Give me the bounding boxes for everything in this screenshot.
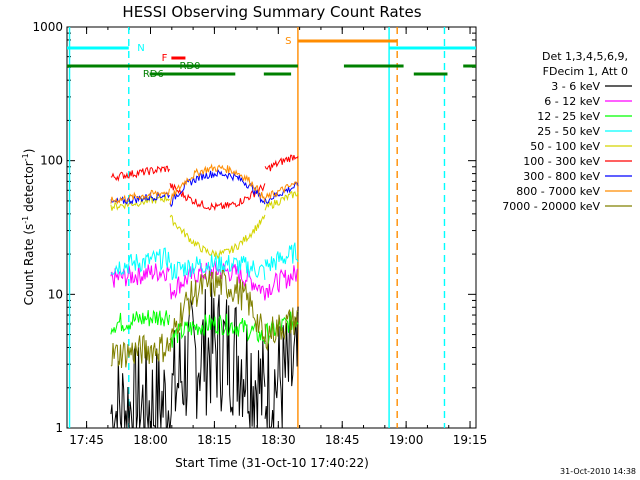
series-line	[110, 190, 299, 260]
legend-label: 6 - 12 keV	[544, 95, 600, 108]
legend-label: 800 - 7000 keV	[516, 185, 600, 198]
y-tick-label: 100	[40, 154, 63, 168]
flag-label-f: F	[162, 53, 168, 64]
legend-label: 300 - 800 keV	[523, 170, 600, 183]
series-line	[110, 168, 299, 208]
x-tick-label: 18:30	[261, 433, 296, 447]
legend-header-2: FDecim 1, Att 0	[543, 65, 628, 78]
legend-label: 100 - 300 keV	[523, 155, 600, 168]
y-tick-labels: 1 10 100 1000	[32, 20, 63, 435]
y-tick-label: 1000	[32, 20, 63, 34]
x-tick-label: 18:15	[197, 433, 232, 447]
x-tick-label: 18:45	[325, 433, 360, 447]
legend-header-1: Det 1,3,4,5,6,9,	[542, 50, 628, 63]
timestamp: 31-Oct-2010 14:38	[560, 467, 636, 476]
series-line	[110, 154, 299, 212]
plot-frame	[66, 26, 477, 429]
x-tick-label: 19:00	[389, 433, 424, 447]
flag-label-n: N	[137, 43, 144, 54]
x-tick-label: 17:45	[69, 433, 104, 447]
legend: Det 1,3,4,5,6,9, FDecim 1, Att 0 3 - 6 k…	[502, 50, 632, 213]
series-lines	[110, 154, 299, 429]
y-tick-label: 1	[55, 421, 63, 435]
x-tick-labels: 17:45 18:00 18:15 18:30 18:45 19:00 19:15	[69, 433, 487, 447]
flag-label-rd6: RD6	[143, 69, 164, 80]
legend-label: 3 - 6 keV	[551, 80, 600, 93]
x-tick-label: 18:00	[133, 433, 168, 447]
legend-label: 25 - 50 keV	[537, 125, 600, 138]
y-axis-label: Count Rate (s-1 detector-1)	[21, 149, 36, 306]
series-line	[110, 269, 299, 369]
axis-ticks	[67, 26, 476, 429]
chart-title: HESSI Observing Summary Count Rates	[122, 3, 421, 21]
status-flags: N F RD0 RD6 S	[67, 27, 476, 428]
legend-label: 50 - 100 keV	[530, 140, 600, 153]
x-tick-label: 19:15	[453, 433, 488, 447]
flag-label-rd0: RD0	[179, 61, 200, 72]
series-line	[110, 242, 299, 281]
x-axis-label: Start Time (31-Oct-10 17:40:22)	[175, 456, 369, 470]
legend-label: 12 - 25 keV	[537, 110, 600, 123]
series-line	[110, 163, 299, 205]
flag-label-s: S	[285, 36, 291, 47]
series-line	[110, 282, 299, 429]
legend-label: 7000 - 20000 keV	[502, 200, 600, 213]
y-tick-label: 10	[48, 287, 63, 301]
